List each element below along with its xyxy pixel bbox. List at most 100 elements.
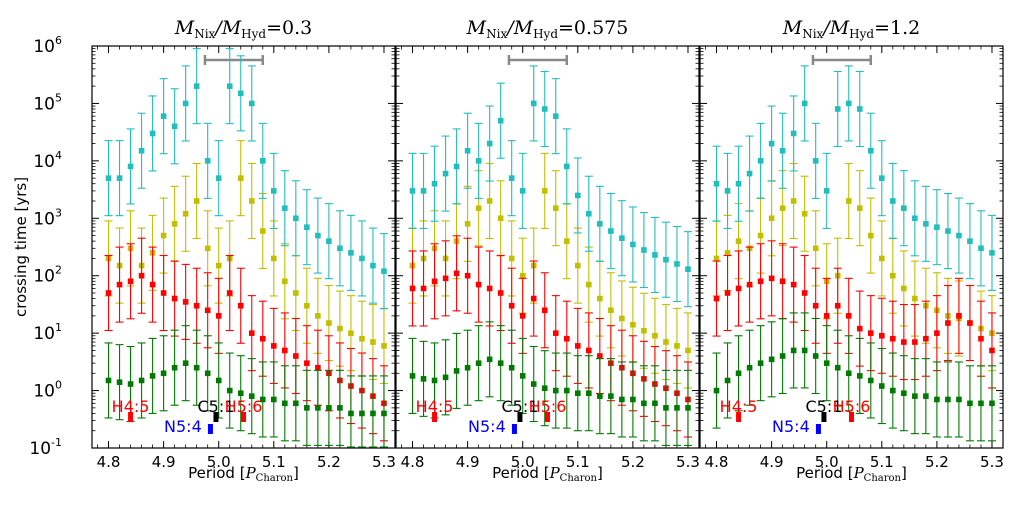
data-point [259,158,266,164]
data-point [127,381,134,387]
x-tick-label: 5.3 [980,453,1004,471]
data-point [674,405,680,411]
data-point [586,347,592,354]
data-point [608,393,614,399]
data-point [171,123,178,130]
data-point [519,188,526,194]
data-point [409,188,416,194]
resonance-tick [432,412,438,422]
data-point [259,335,266,342]
data-point [519,373,526,379]
data-point [237,175,244,181]
data-point [563,163,570,170]
data-point [116,281,123,288]
data-point [127,278,134,285]
data-point [193,83,200,89]
x-tick-label: 4.9 [152,453,176,471]
data-point [215,175,222,181]
data-point [575,343,581,349]
data-point [304,302,310,309]
data-point [541,307,548,314]
data-point [812,158,819,164]
data-point [945,396,951,403]
data-point [746,170,753,177]
data-point [315,364,321,371]
data-point [293,290,299,296]
data-point [956,396,962,403]
data-series [104,140,388,384]
data-point [757,278,764,285]
data-series [104,48,388,310]
data-point [768,215,775,222]
panel-title: MNix/MHyd=0.3 [174,17,313,41]
data-point [105,175,112,181]
data-point [608,307,614,314]
data-series [712,162,996,372]
resonance-tick [128,412,134,422]
data-point [237,90,244,97]
data-point [271,255,277,262]
data-point [409,373,416,379]
data-point [956,232,962,239]
data-point [989,347,995,354]
data-point [519,313,526,319]
data-point [497,215,504,222]
data-point [812,353,819,359]
data-point [248,198,255,204]
resonance-tick [207,424,213,434]
data-point [105,290,112,296]
data-point [812,245,819,252]
data-point [204,307,211,314]
data-point [890,335,896,342]
resonance-tick [517,412,523,422]
data-point [486,140,493,147]
data-point [685,405,691,411]
data-point [879,383,885,389]
data-point [315,313,321,319]
data-point [586,210,592,217]
data-point [912,295,918,302]
data-point [259,396,266,403]
data-point [586,281,592,288]
data-point [530,381,537,387]
data-point [845,100,852,107]
resonance-tick [241,412,246,422]
data-point [641,327,647,334]
data-point [652,400,658,407]
data-point [834,364,841,371]
y-tick-label: 106 [33,34,62,57]
data-point [105,377,112,384]
x-tick-label: 5.3 [676,453,700,471]
data-point [160,113,167,119]
data-point [768,140,775,147]
data-point [160,370,167,377]
y-tick-label: 101 [33,321,62,344]
data-point [790,198,797,204]
x-tick-label: 5.0 [207,453,231,471]
data-point [890,387,896,394]
data-point [259,228,266,234]
resonance-label: H5:6 [833,397,871,416]
data-point [304,360,310,366]
x-tick-label: 5.1 [870,453,894,471]
panel-title: MNix/MHyd=1.2 [782,17,921,41]
resonance-label: C5:1 [805,397,842,416]
data-point [989,400,995,407]
data-point [171,364,178,371]
data-point [779,205,786,211]
data-point [486,356,493,363]
data-point [271,396,277,403]
data-point [348,330,354,336]
data-point [215,262,222,269]
data-point [652,332,658,339]
data-point [282,205,288,211]
data-point [464,221,471,227]
data-point [834,302,841,309]
data-point [945,320,951,326]
data-point [326,405,332,411]
data-point [282,347,288,354]
data-point [282,278,288,285]
data-point [486,285,493,292]
data-point [845,370,852,377]
